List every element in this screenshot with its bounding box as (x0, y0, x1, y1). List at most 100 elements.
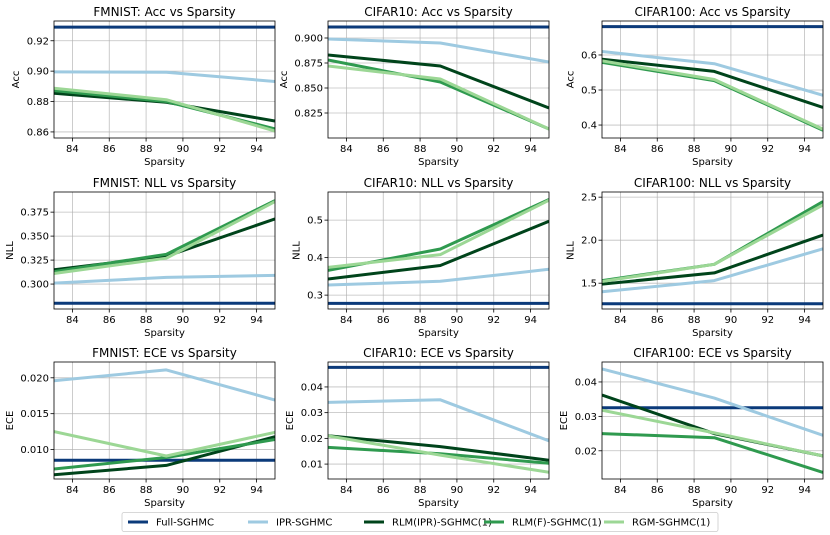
x-tick-label: 94 (524, 485, 537, 496)
y-tick-label: 0.010 (20, 445, 49, 456)
series-group (602, 200, 823, 306)
axes-frame (53, 361, 276, 480)
x-tick-label: 94 (524, 144, 537, 155)
x-tick-label: 84 (340, 315, 353, 326)
line-rlm-ipr-sghmc-1 (54, 217, 275, 272)
line-rlm-ipr-sghmc-1 (54, 91, 275, 123)
subplot-title: CIFAR10: NLL vs Sparsity (364, 176, 514, 190)
y-axis-label: NLL (5, 241, 16, 260)
x-tick-label: 92 (761, 315, 774, 326)
y-tick-label: 0.900 (294, 34, 323, 45)
y-axis-label: ECE (5, 411, 16, 431)
y-tick-label: 0.875 (294, 59, 323, 70)
line-rlm-ipr-sghmc-1 (328, 434, 549, 462)
x-axis-label: Sparsity (418, 498, 459, 509)
y-tick-label: 0.300 (20, 280, 49, 291)
x-tick-label: 86 (103, 315, 116, 326)
y-tick-label: 0.02 (575, 446, 597, 457)
y-tick-label: 0.375 (20, 208, 49, 219)
line-rgm-sghmc-1 (602, 59, 823, 131)
line-rgm-sghmc-1 (54, 430, 275, 458)
x-tick-label: 88 (140, 144, 153, 155)
y-tick-label: 0.92 (27, 36, 49, 47)
subplot-cifar100-ece-vs-sparsity: 84 86 88 90 92 94 0.02 0.03 0.04 CIFAR100: ECE vs… (559, 346, 824, 509)
legend-label: RLM(IPR)-SGHMC(1) (392, 518, 492, 529)
legend-label: Full-SGHMC (156, 518, 214, 529)
x-tick-label: 92 (213, 144, 226, 155)
x-tick-label: 88 (414, 315, 427, 326)
x-axis-label: Sparsity (144, 328, 185, 339)
y-tick-label: 0.3 (307, 291, 323, 302)
x-tick-label: 90 (451, 144, 464, 155)
series-group (54, 368, 275, 477)
y-tick-label: 0.350 (20, 232, 49, 243)
legend: Full-SGHMC IPR-SGHMC RLM(IPR)-SGHMC(1) RLM(… (121, 512, 719, 532)
x-tick-label: 92 (213, 315, 226, 326)
x-tick-label: 88 (140, 485, 153, 496)
x-axis-label: Sparsity (418, 328, 459, 339)
line-ipr-sghmc (602, 367, 823, 437)
x-tick-label: 90 (725, 315, 738, 326)
y-tick-label: 0.850 (294, 84, 323, 95)
series-group (54, 25, 275, 133)
axes-frame (327, 361, 550, 480)
series-group (54, 199, 275, 305)
subplot-fmnist-acc-vs-sparsity: 84 86 88 90 92 94 0.86 0.88 0.90 0.92 FMNIST: Acc … (11, 5, 276, 168)
x-tick-label: 84 (614, 315, 627, 326)
y-tick-label: 0.04 (575, 377, 597, 388)
subplot-title: CIFAR100: ECE vs Sparsity (633, 346, 791, 360)
y-tick-label: 0.03 (301, 408, 323, 419)
series-group (602, 367, 823, 474)
x-tick-label: 88 (414, 485, 427, 496)
x-tick-label: 84 (614, 485, 627, 496)
subplot-title: FMNIST: NLL vs Sparsity (93, 176, 237, 190)
y-tick-label: 0.020 (20, 373, 49, 384)
x-tick-label: 94 (524, 315, 537, 326)
line-rlm-f-sghmc-1 (602, 200, 823, 283)
legend-item-rlm-f-sghmc-1: RLM(F)-SGHMC(1) (484, 518, 602, 529)
line-rgm-sghmc-1 (602, 408, 823, 458)
x-tick-label: 92 (487, 144, 500, 155)
line-ipr-sghmc (328, 398, 549, 443)
y-tick-label: 0.03 (575, 412, 597, 423)
subplot-title: CIFAR100: NLL vs Sparsity (634, 176, 791, 190)
y-axis-label: ECE (285, 411, 296, 431)
subplot-title: CIFAR10: ECE vs Sparsity (363, 346, 514, 360)
x-tick-label: 88 (688, 144, 701, 155)
y-axis-label: Acc (279, 71, 290, 89)
y-axis-label: NLL (291, 241, 302, 260)
series-group (328, 198, 549, 305)
y-tick-label: 0.015 (20, 409, 49, 420)
y-axis-label: NLL (565, 241, 576, 260)
x-tick-label: 88 (140, 315, 153, 326)
x-tick-label: 92 (213, 485, 226, 496)
axes-frame (601, 20, 824, 139)
line-ipr-sghmc (328, 267, 549, 287)
x-tick-label: 84 (340, 485, 353, 496)
y-tick-label: 0.01 (301, 460, 323, 471)
y-tick-label: 0.825 (294, 109, 323, 120)
x-tick-label: 84 (66, 144, 79, 155)
x-tick-label: 94 (798, 315, 811, 326)
x-tick-label: 86 (103, 485, 116, 496)
subplot-title: CIFAR10: Acc vs Sparsity (364, 5, 512, 19)
legend-box (121, 512, 719, 532)
x-axis-label: Sparsity (692, 157, 733, 168)
x-tick-label: 92 (761, 144, 774, 155)
line-ipr-sghmc (54, 273, 275, 285)
line-rgm-sghmc-1 (54, 200, 275, 275)
line-ipr-sghmc (602, 247, 823, 294)
x-tick-label: 92 (761, 485, 774, 496)
line-ipr-sghmc (602, 50, 823, 97)
legend-label: IPR-SGHMC (276, 518, 332, 529)
x-axis-label: Sparsity (144, 157, 185, 168)
y-tick-label: 2.0 (581, 236, 597, 247)
y-tick-label: 0.325 (20, 256, 49, 267)
y-axis-label: Acc (11, 71, 22, 89)
subplot-title: FMNIST: Acc vs Sparsity (93, 5, 235, 19)
line-rgm-sghmc-1 (328, 198, 549, 269)
x-tick-label: 94 (798, 485, 811, 496)
y-axis-label: Acc (565, 71, 576, 89)
line-rgm-sghmc-1 (602, 203, 823, 283)
